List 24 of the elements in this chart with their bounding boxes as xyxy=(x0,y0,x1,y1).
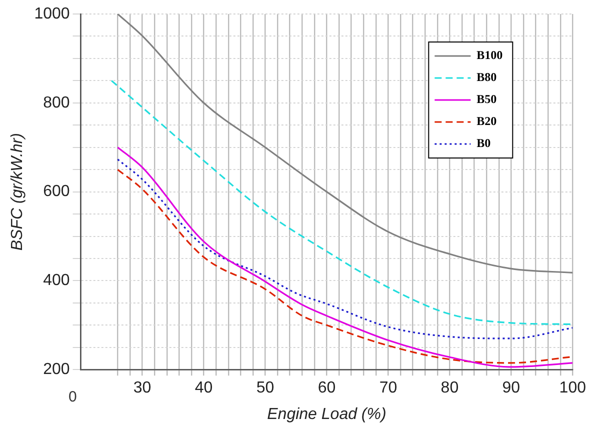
x-tick-label: 30 xyxy=(133,380,152,397)
x-tick-label: 70 xyxy=(379,380,398,397)
legend-label: B100 xyxy=(476,48,503,62)
line-series xyxy=(110,80,573,326)
x-tick-label: 100 xyxy=(559,380,586,397)
line-series xyxy=(116,158,573,340)
x-tick-label: 40 xyxy=(194,380,213,397)
x-tick-label: 80 xyxy=(440,380,459,397)
legend-label: B80 xyxy=(476,70,497,84)
x-axis-title: Engine Load (%) xyxy=(267,406,386,423)
text: 0 xyxy=(68,388,77,406)
y-tick-label: 1000 xyxy=(34,5,70,22)
legend-label: B0 xyxy=(476,136,491,150)
legend-label: B50 xyxy=(476,92,497,106)
x-tick-label: 90 xyxy=(502,380,520,397)
x-tick-label: 60 xyxy=(318,380,336,397)
line-series xyxy=(116,14,573,274)
y-tick-label: 400 xyxy=(43,272,70,290)
y-tick-label: 800 xyxy=(43,94,70,112)
y-tick-label: 600 xyxy=(43,183,70,200)
x-tick-label: 50 xyxy=(256,380,274,397)
y-tick-label: 200 xyxy=(43,361,70,378)
y-axis-title: BSFC (gr/kW.hr) xyxy=(9,132,26,251)
legend-label: B20 xyxy=(476,114,497,128)
